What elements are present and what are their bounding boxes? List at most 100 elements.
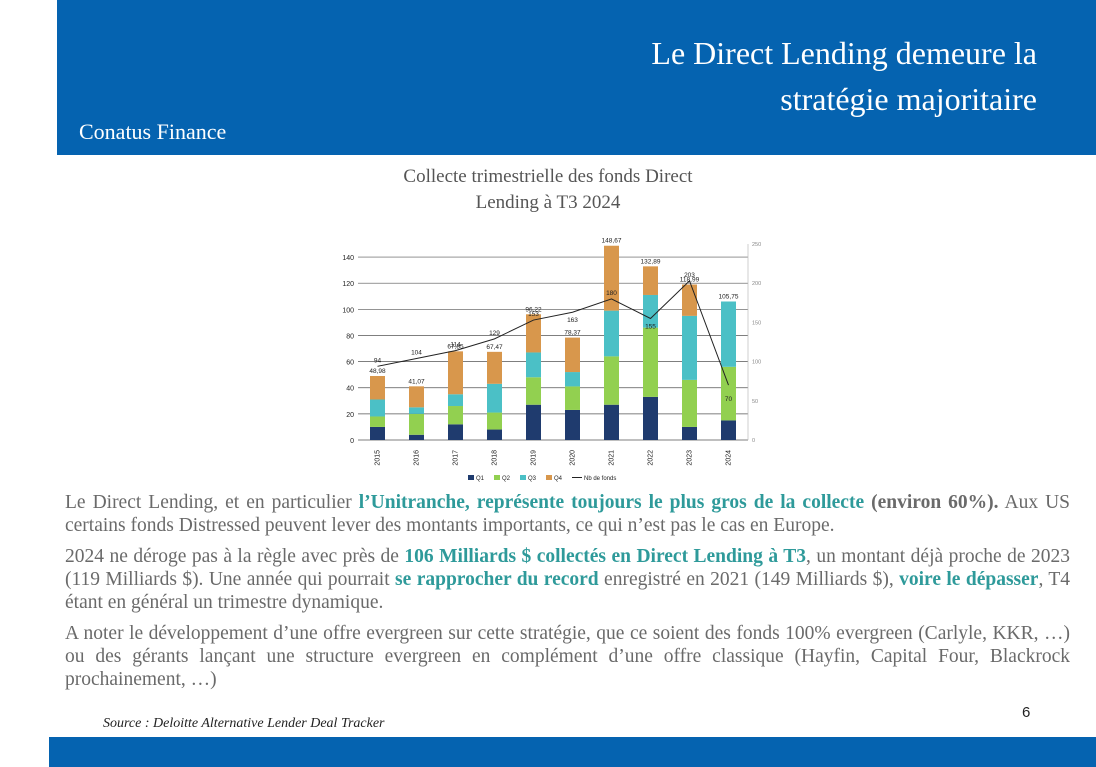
legend-swatch-q4 [546, 475, 552, 480]
bar-segment-q4 [487, 351, 502, 384]
y2-tick-label: 50 [752, 399, 758, 405]
bar-segment-q3 [643, 294, 658, 328]
bar-segment-q4 [682, 284, 697, 316]
x-tick-label: 2021 [609, 450, 616, 466]
bar-segment-q2 [721, 366, 736, 421]
legend-label: Q4 [554, 476, 563, 482]
bar-segment-q3 [448, 394, 463, 407]
paragraph-3: A noter le développement d’une offre eve… [65, 623, 1070, 690]
brand-name: Conatus Finance [79, 119, 227, 144]
stacked-bar-chart: 0 20 40 60 80 100 120 140 0 50 100 150 200 250 48,98 20… [342, 238, 761, 482]
line-point-label: 70 [725, 396, 733, 403]
bar-segment-q2 [526, 377, 541, 405]
y2-tick-label: 150 [752, 320, 761, 326]
bar-segment-q2 [643, 327, 658, 397]
legend-swatch-q1 [468, 475, 474, 480]
bar-segment-q1 [604, 404, 619, 440]
legend-label: Q1 [476, 476, 485, 482]
y2-tick-label: 200 [752, 281, 761, 287]
line-nb-de-fonds [377, 279, 729, 386]
line-point-label: 114 [450, 342, 461, 349]
legend-label: Nb de fonds [584, 476, 616, 482]
p2-highlight-3: voire le dépasser [899, 569, 1039, 590]
y-tick-label: 100 [342, 307, 354, 314]
line-point-label: 94 [374, 357, 382, 364]
bar-segment-q4 [643, 266, 658, 295]
source-note: Source : Deloitte Alternative Lender Dea… [103, 716, 385, 731]
bar-segment-q1 [721, 420, 736, 440]
bar-segment-q3 [721, 301, 736, 367]
page-number: 6 [1022, 704, 1031, 721]
bar-segment-q4 [526, 314, 541, 353]
bar-segment-q1 [682, 426, 697, 440]
bar-segment-q3 [370, 399, 385, 417]
bar-segment-q3 [487, 383, 502, 413]
p1-text-end: Aux US certains fonds Distressed peuvent… [65, 492, 1070, 536]
body-text: Le Direct Lending, et en particulier l’U… [65, 491, 1070, 699]
x-tick-label: 2023 [687, 450, 694, 466]
line-point-label: 163 [567, 317, 578, 324]
bar-total-label: 96,22 [525, 306, 542, 313]
bar-segment-q1 [448, 424, 463, 440]
bar-segment-q1 [487, 429, 502, 440]
p2-highlight-1: 106 Milliards $ collectés en Direct Lend… [404, 546, 806, 567]
y-tick-label: 80 [346, 333, 354, 340]
footer-bar [49, 737, 1096, 767]
bar-segment-q2 [682, 379, 697, 427]
p1-text: Le Direct Lending, et en particulier [65, 492, 359, 513]
line-point-label: 155 [645, 323, 656, 330]
slide-title-line2: stratégie majoritaire [780, 81, 1037, 117]
line-point-label: 203 [684, 272, 695, 279]
x-tick-label: 2015 [375, 450, 382, 466]
x-tick-label: 2016 [414, 450, 421, 466]
bar-segment-q4 [409, 386, 424, 408]
header-banner: Le Direct Lending demeure la stratégie m… [57, 0, 1096, 155]
bar-segment-q2 [448, 406, 463, 425]
bar-total-label: 105,75 [719, 293, 739, 300]
p2-text-3: enregistré en 2021 (149 Milliards $), [598, 569, 900, 590]
paragraph-1: Le Direct Lending, et en particulier l’U… [65, 491, 1070, 537]
bar-segment-q1 [409, 434, 424, 440]
line-point-label: 180 [606, 290, 617, 297]
bar-total-label: 48,98 [369, 368, 386, 375]
legend-label: Q3 [528, 476, 537, 482]
bar-segment-q3 [409, 407, 424, 414]
bar-segment-q3 [682, 315, 697, 380]
bar-segment-q1 [565, 409, 580, 440]
bar-total-label: 67,85 [447, 343, 464, 350]
chart-title-line2: Lending à T3 2024 [475, 192, 621, 213]
x-tick-label: 2019 [531, 450, 538, 466]
p1-highlight: l’Unitranche, représente toujours le plu… [358, 492, 865, 513]
bar-segment-q2 [565, 386, 580, 410]
y2-tick-label: 0 [752, 438, 755, 444]
x-tick-label: 2018 [492, 450, 499, 466]
bar-segment-q4 [604, 245, 619, 311]
y-tick-label: 120 [342, 281, 354, 288]
bar-total-label: 132,89 [641, 258, 661, 265]
slide-title-line1: Le Direct Lending demeure la [651, 35, 1037, 71]
line-point-label: 129 [489, 330, 500, 337]
x-tick-label: 2017 [453, 450, 460, 466]
bar-segment-q2 [487, 412, 502, 430]
slide-title: Le Direct Lending demeure la stratégie m… [417, 30, 1037, 122]
p2-highlight-2: se rapprocher du record [395, 569, 599, 590]
p2-text: 2024 ne déroge pas à la règle avec près … [65, 546, 405, 567]
bar-segment-q2 [409, 413, 424, 435]
bar-segment-q2 [604, 356, 619, 405]
bar-segment-q1 [370, 426, 385, 440]
legend-label: Q2 [502, 476, 511, 482]
bar-total-label: 78,37 [564, 330, 581, 337]
legend-swatch-q2 [494, 475, 500, 480]
bar-total-label: 41,07 [408, 378, 425, 385]
paragraph-2: 2024 ne déroge pas à la règle avec près … [65, 545, 1070, 614]
p1-bold: (environ 60%). [871, 492, 999, 513]
bar-total-label: 148,67 [602, 238, 622, 245]
y-tick-label: 40 [346, 386, 354, 393]
legend-swatch-q3 [520, 475, 526, 480]
bar-segment-q4 [565, 337, 580, 373]
line-point-label: 104 [411, 349, 422, 356]
bar-segment-q3 [526, 352, 541, 378]
y2-tick-label: 100 [752, 360, 761, 366]
bar-segment-q3 [604, 310, 619, 357]
x-tick-label: 2020 [570, 450, 577, 466]
